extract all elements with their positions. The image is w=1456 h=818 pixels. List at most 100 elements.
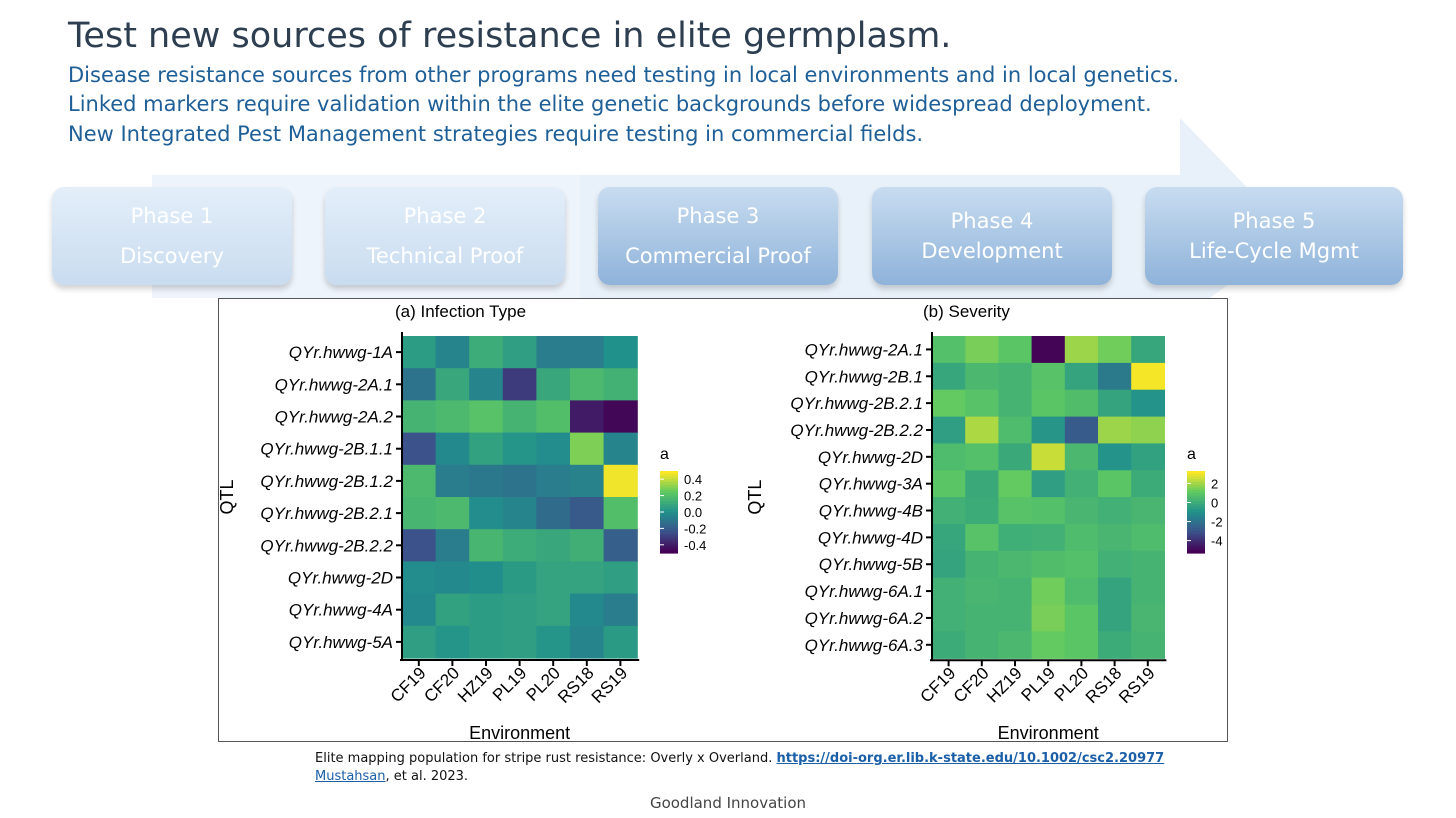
phase-4-box: Phase 4 Development: [872, 187, 1112, 285]
heatmap-cell: [603, 529, 638, 562]
y-tick-label: QYr.hwwg-2D: [288, 569, 393, 588]
heatmap-cell: [998, 524, 1033, 552]
heatmap-cell: [402, 336, 437, 369]
legend-gradient-segment: [1187, 525, 1205, 529]
heatmap-cell: [1098, 524, 1132, 552]
legend-gradient-segment: [660, 498, 678, 502]
legend-gradient-segment: [1187, 544, 1205, 549]
heatmap-cell: [402, 529, 437, 562]
heatmap-cell: [1031, 604, 1066, 632]
heatmap-cell: [1031, 362, 1066, 391]
heatmap-cell: [1098, 336, 1132, 364]
heatmap-cell: [469, 593, 504, 627]
heatmap-cell: [1064, 362, 1099, 391]
heatmap-cell: [998, 416, 1033, 445]
heatmap-cell: [1031, 336, 1066, 364]
heatmap-cell: [469, 529, 504, 562]
heatmap-cell: [965, 604, 999, 632]
legend-gradient-segment: [660, 544, 678, 549]
phase-5-label: Phase 5: [1232, 209, 1316, 233]
legend-gradient-segment: [1187, 503, 1205, 508]
legend-gradient-segment: [1187, 509, 1205, 513]
heatmap-cell: [1098, 362, 1132, 391]
heatmap-cell: [1064, 524, 1099, 552]
y-tick-label: QYr.hwwg-2A.1: [275, 375, 393, 394]
heatmap-cell: [402, 625, 437, 659]
x-axis-title: Environment: [998, 723, 1099, 741]
heatmap-cell: [1031, 389, 1066, 418]
legend-gradient-segment: [1187, 533, 1205, 538]
author-link[interactable]: Mustahsan: [315, 769, 386, 784]
heatmap-cell: [469, 432, 504, 466]
heatmap-cell: [932, 362, 966, 391]
phase-3-name: Commercial Proof: [625, 244, 811, 268]
heatmap-figure: (a) Infection Type QYr.hwwg-1A QYr.hwwg-2A…: [217, 298, 1228, 743]
heatmap-cell: [570, 336, 605, 369]
heatmap-cell: [965, 389, 999, 418]
y-tick-label: QYr.hwwg-6A.1: [805, 582, 923, 601]
heatmap-cell: [402, 561, 437, 595]
heatmap-cell: [435, 593, 470, 627]
bullet-2: Linked markers require validation within…: [68, 92, 1152, 116]
heatmap-cell: [1131, 416, 1165, 445]
y-tick-label: QYr.hwwg-3A: [819, 475, 923, 494]
legend-gradient-segment: [1187, 479, 1205, 483]
footer: Goodland Innovation: [649, 794, 807, 812]
phase-1-label: Phase 1: [130, 204, 214, 228]
x-tick-label: PL20: [523, 663, 565, 705]
heatmap-cell: [1064, 631, 1099, 659]
legend-tick-label: 0: [1211, 495, 1218, 510]
heatmap-cell: [1064, 550, 1099, 579]
heatmap-cell: [469, 368, 504, 401]
legend-gradient-segment: [1187, 550, 1205, 554]
heatmap-cell: [570, 464, 605, 498]
bullet-3: New Integrated Pest Management strategie…: [68, 122, 924, 146]
doi-link[interactable]: https://doi-org.er.lib.k-state.edu/10.10…: [776, 751, 1165, 766]
heatmap-cell: [932, 497, 966, 525]
heatmap-cell: [998, 604, 1033, 632]
heatmap-cell: [998, 336, 1033, 364]
citation-rest: , et al. 2023.: [385, 769, 469, 784]
heatmap-cell: [402, 497, 437, 530]
legend-gradient-segment: [1187, 517, 1205, 521]
heatmap-cell: [435, 529, 470, 562]
heatmap-cell: [1098, 604, 1132, 632]
heatmap-cell: [965, 470, 999, 498]
heatmap-cell: [502, 464, 537, 498]
y-tick-label: QYr.hwwg-2A.1: [805, 340, 923, 359]
heatmap-cell: [469, 400, 504, 434]
legend-gradient-segment: [660, 503, 678, 508]
heatmap-cell: [932, 604, 966, 632]
y-tick-label: QYr.hwwg-2B.1.2: [260, 472, 393, 491]
phase-5-name: Life-Cycle Mgmt: [1189, 239, 1359, 263]
heatmap-cell: [1131, 577, 1165, 606]
legend-gradient-segment: [1187, 492, 1205, 497]
legend-tick-label: 2: [1211, 476, 1218, 491]
legend-gradient-segment: [1187, 539, 1205, 543]
y-tick-label: QYr.hwwg-4A: [289, 601, 393, 620]
heatmap-cell: [603, 336, 638, 369]
legend-gradient-segment: [660, 517, 678, 521]
heatmap-cell: [932, 524, 966, 552]
x-tick-label: RS18: [554, 663, 598, 707]
heatmap-cell: [435, 561, 470, 595]
legend-gradient-segment: [1187, 484, 1205, 488]
heatmap-cell: [402, 432, 437, 466]
legend-gradient-segment: [660, 539, 678, 543]
heatmap-cell: [1131, 443, 1165, 471]
legend-tick-label: 0.2: [684, 489, 702, 504]
legend-gradient-segment: [660, 525, 678, 529]
legend-gradient-segment: [660, 531, 678, 535]
heatmap-cell: [603, 464, 638, 498]
heatmap-cell: [1031, 631, 1066, 659]
heatmap-cell: [998, 550, 1033, 579]
heatmap-cell: [1064, 577, 1099, 606]
heatmap-cell: [536, 368, 571, 401]
x-tick-label: CF19: [387, 663, 430, 706]
heatmap-cell: [965, 362, 999, 391]
heatmap-cell: [998, 631, 1033, 659]
bullet-1: Disease resistance sources from other pr…: [68, 63, 1180, 87]
legend-gradient-segment: [660, 487, 678, 491]
heatmap-cell: [932, 389, 966, 418]
slide-title: Test new sources of resistance in elite …: [68, 16, 952, 56]
